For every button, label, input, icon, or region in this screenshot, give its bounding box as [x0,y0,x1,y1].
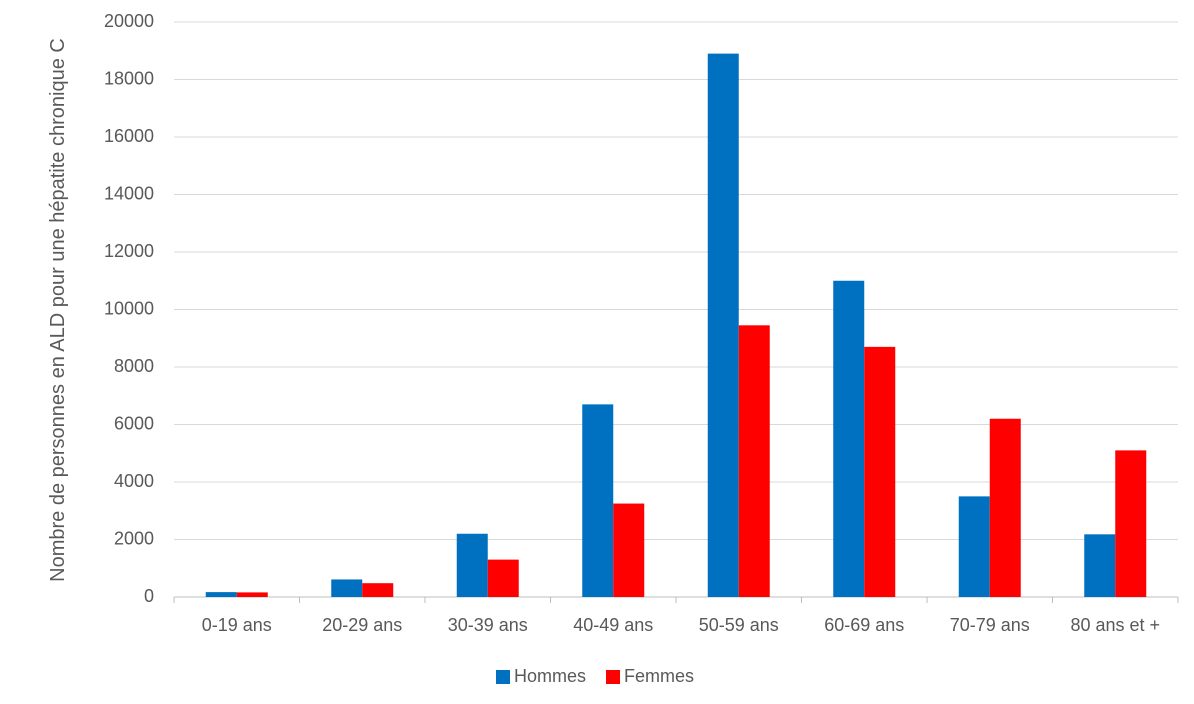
x-tick-label: 70-79 ans [950,615,1030,635]
y-tick-label: 18000 [104,68,154,88]
y-tick-label: 6000 [114,413,154,433]
x-tick-label: 30-39 ans [448,615,528,635]
legend-swatch [606,670,621,684]
x-tick-label: 20-29 ans [322,615,402,635]
bar [864,346,896,597]
bar [833,280,865,597]
bar [236,592,268,597]
bar [707,53,739,597]
y-axis-label: Nombre de personnes en ALD pour une hépa… [47,38,69,582]
x-tick-label: 60-69 ans [824,615,904,635]
y-tick-label: 8000 [114,356,154,376]
bar [1115,450,1147,597]
legend-swatch [496,670,510,684]
bar [456,533,488,597]
y-tick-label: 10000 [104,298,154,318]
bar [989,418,1021,597]
x-tick-label: 40-49 ans [573,615,653,635]
legend-label: Femmes [624,666,694,686]
bar [362,583,394,597]
y-tick-label: 2000 [114,528,154,548]
x-tick-label: 80 ans et + [1070,615,1160,635]
bar [1084,534,1116,597]
legend-label: Hommes [514,666,586,686]
bar [331,579,363,597]
y-tick-label: 12000 [104,241,154,261]
bar [582,404,614,597]
x-tick-label: 50-59 ans [699,615,779,635]
bar [487,559,519,597]
bar [738,325,770,597]
bar [958,496,990,597]
bar [205,592,237,597]
y-tick-label: 16000 [104,126,154,146]
y-tick-label: 20000 [104,11,154,31]
x-tick-label: 0-19 ans [202,615,272,635]
y-tick-label: 4000 [114,471,154,491]
y-tick-label: 0 [144,586,154,606]
y-tick-label: 14000 [104,183,154,203]
bar [613,503,645,597]
